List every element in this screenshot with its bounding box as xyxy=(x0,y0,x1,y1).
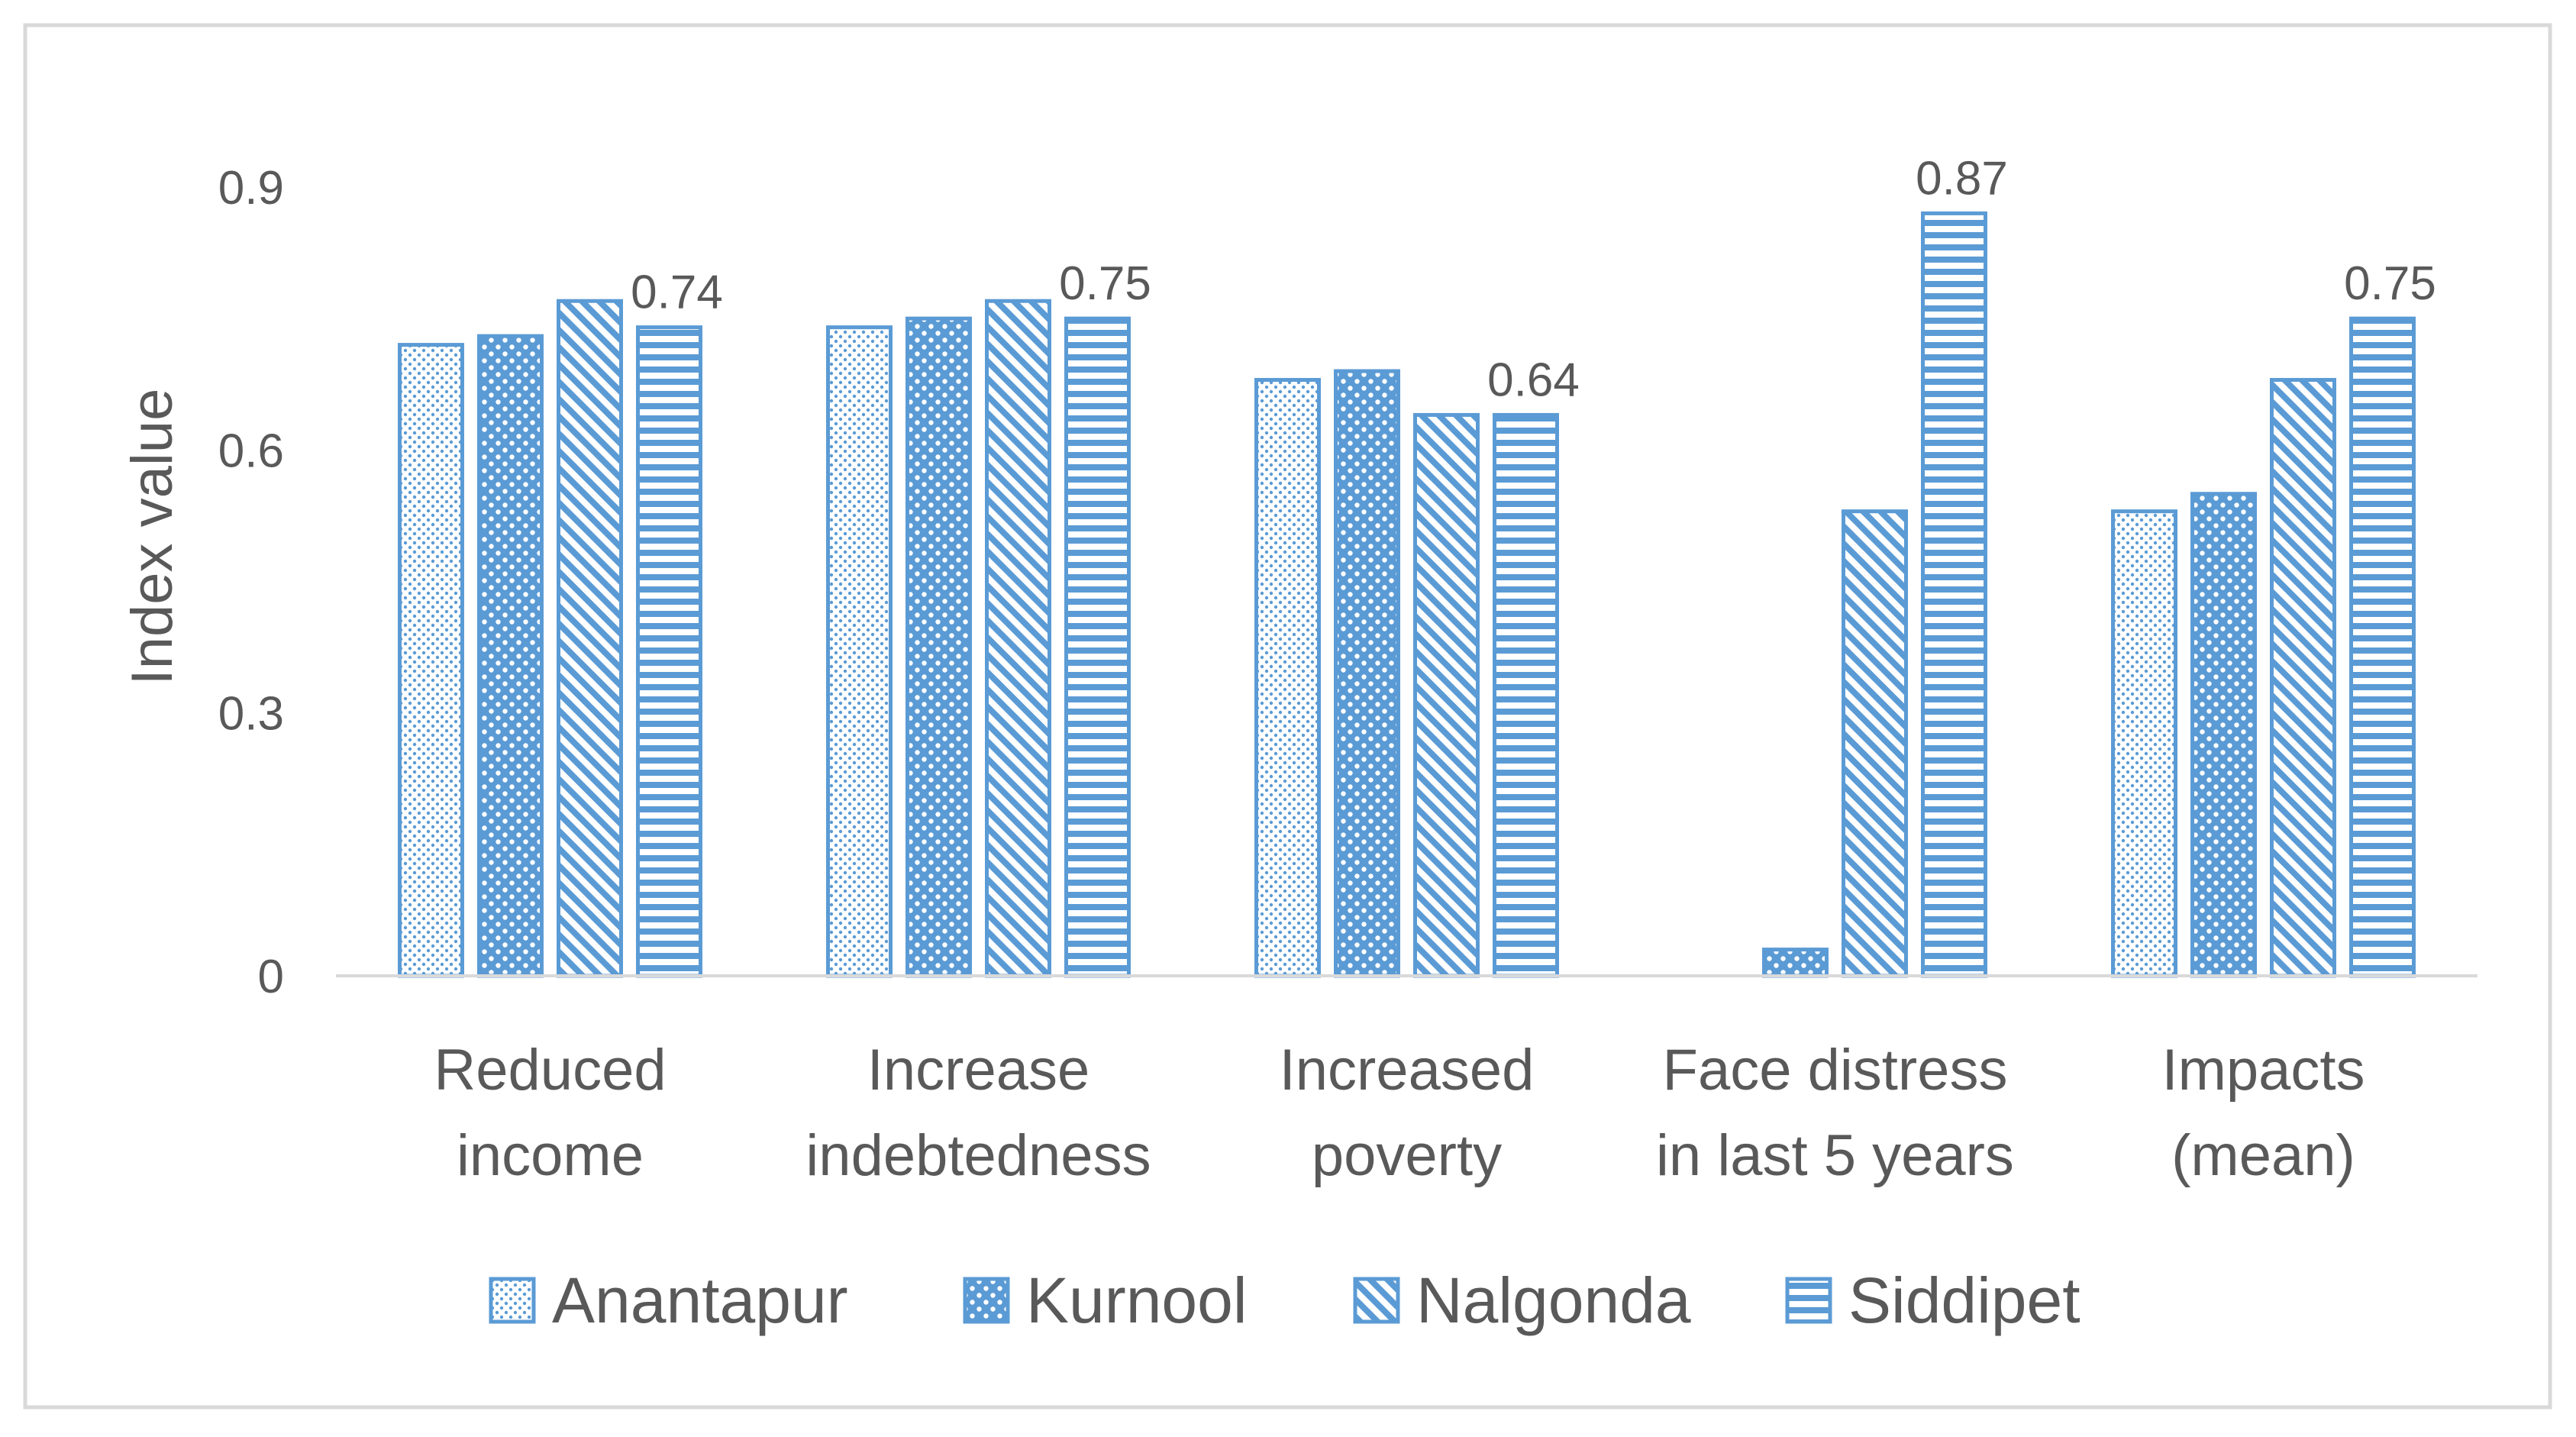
bar-siddipet-3 xyxy=(1921,211,1987,978)
bar-nalgonda-3 xyxy=(1842,509,1908,978)
bars-group xyxy=(398,211,2416,978)
legend-swatch-nalgonda xyxy=(1353,1277,1400,1324)
category-labels-group: Reduced income Increase indebtedness Increas… xyxy=(434,1038,2365,1188)
data-label: 0.87 xyxy=(1916,152,2008,205)
y-tick-label: 0 xyxy=(258,951,284,1003)
bar-siddipet-0 xyxy=(636,325,702,978)
legend-swatch-anantapur xyxy=(489,1277,536,1324)
bar-kurnool-1 xyxy=(905,316,972,978)
bar-nalgonda-4 xyxy=(2270,378,2336,978)
y-tick-label: 0.6 xyxy=(218,425,284,477)
bar-nalgonda-1 xyxy=(985,299,1051,978)
bar-kurnool-0 xyxy=(477,334,544,978)
legend-swatch-siddipet xyxy=(1785,1277,1832,1324)
x-category-label: poverty xyxy=(1312,1123,1502,1188)
bar-kurnool-2 xyxy=(1334,369,1400,978)
x-category-label: indebtedness xyxy=(805,1123,1151,1188)
bar-anantapur-2 xyxy=(1254,378,1321,978)
bar-siddipet-4 xyxy=(2349,316,2416,978)
y-axis-ticks: 0 0.3 0.6 0.9 xyxy=(218,162,284,1003)
x-category-label: Face distress xyxy=(1663,1038,2008,1103)
x-category-label: Reduced xyxy=(434,1038,666,1103)
data-label: 0.74 xyxy=(631,266,723,319)
bar-siddipet-1 xyxy=(1064,316,1131,978)
bar-nalgonda-0 xyxy=(557,299,623,978)
legend: Anantapur Kurnool Nalgonda Siddipet xyxy=(489,1264,2080,1336)
x-category-label: Increased xyxy=(1280,1038,1535,1103)
bar-anantapur-4 xyxy=(2111,509,2177,978)
x-category-label: Impacts xyxy=(2161,1038,2365,1103)
legend-label-kurnool: Kurnool xyxy=(1026,1264,1248,1336)
bar-kurnool-3 xyxy=(1762,948,1829,978)
bar-nalgonda-2 xyxy=(1413,412,1480,978)
x-category-label: in last 5 years xyxy=(1656,1123,2014,1188)
y-axis-label: Index value xyxy=(120,389,185,686)
data-label: 0.75 xyxy=(2344,257,2436,310)
x-category-label: income xyxy=(457,1123,644,1188)
data-label: 0.64 xyxy=(1487,354,1580,406)
legend-label-anantapur: Anantapur xyxy=(552,1264,848,1336)
y-tick-label: 0.3 xyxy=(218,688,284,741)
x-category-label: Increase xyxy=(867,1038,1090,1103)
bar-siddipet-2 xyxy=(1493,412,1559,978)
data-label: 0.75 xyxy=(1059,257,1151,310)
y-tick-label: 0.9 xyxy=(218,162,284,215)
legend-swatch-kurnool xyxy=(963,1277,1010,1324)
bar-kurnool-4 xyxy=(2190,492,2257,978)
data-labels-group: 0.74 0.75 0.64 0.87 0.75 xyxy=(631,152,2436,406)
legend-label-nalgonda: Nalgonda xyxy=(1416,1264,1691,1336)
bar-anantapur-0 xyxy=(398,343,464,978)
legend-label-siddipet: Siddipet xyxy=(1848,1264,2080,1336)
bar-anantapur-1 xyxy=(826,325,893,978)
x-category-label: (mean) xyxy=(2171,1123,2355,1188)
